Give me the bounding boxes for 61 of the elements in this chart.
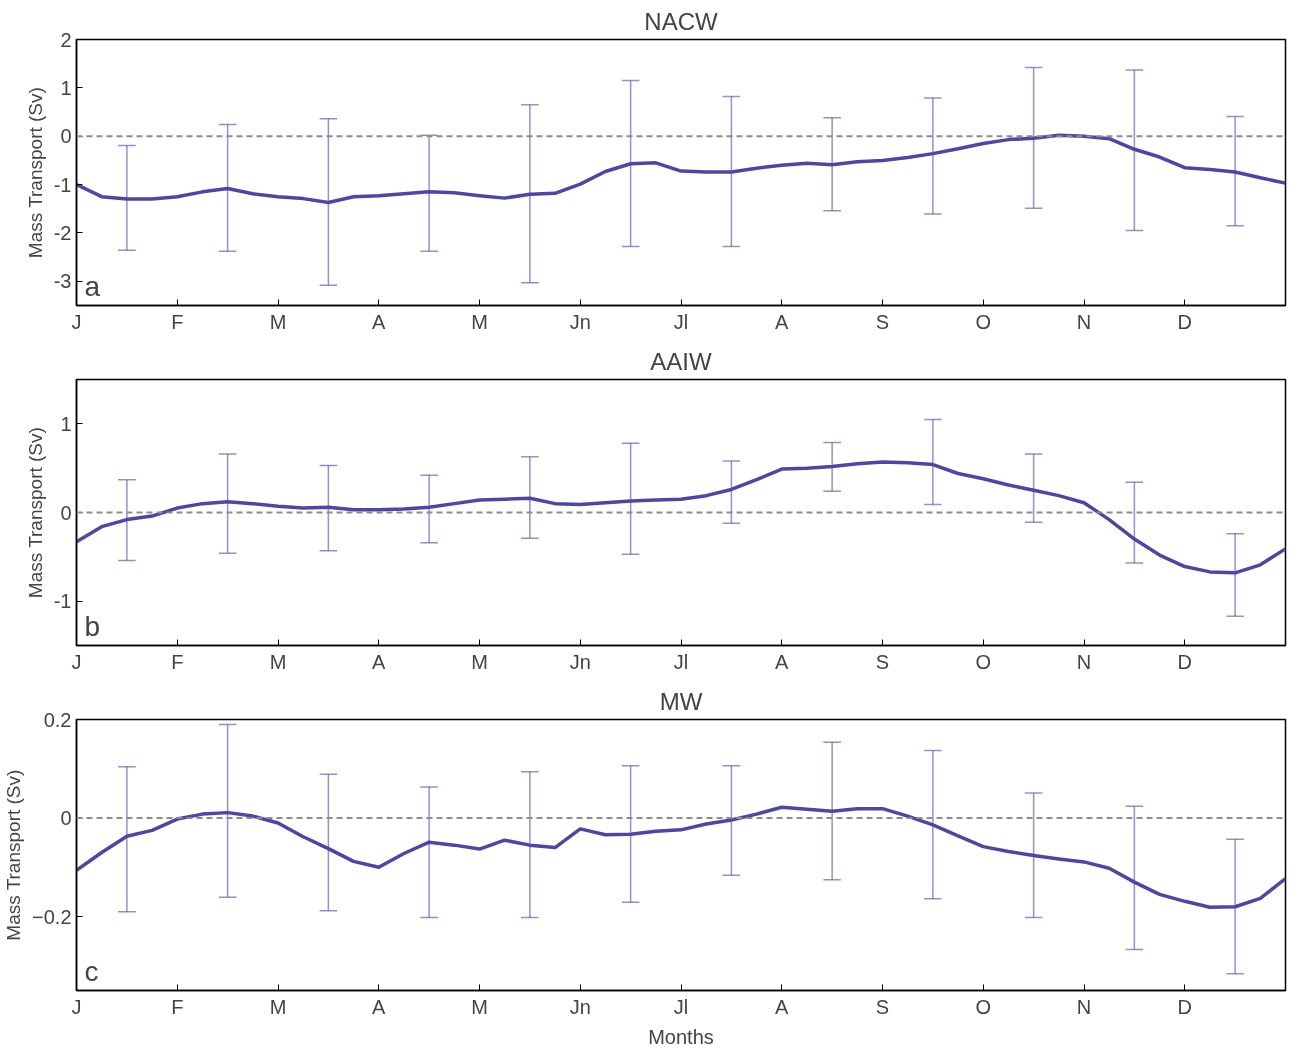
y-tick-label: 0.2 [43, 708, 72, 731]
line-series [76, 460, 1286, 575]
x-tick-label: O [975, 995, 992, 1018]
y-tick-label: 1 [60, 76, 72, 99]
x-tick-label: M [269, 310, 287, 333]
y-tick-label: −0.2 [32, 905, 72, 928]
chart-title: AAIW [650, 347, 713, 375]
x-tick-label: F [171, 995, 184, 1018]
x-tick-label: Jn [569, 650, 591, 673]
x-tick-label: M [269, 995, 287, 1018]
line-series [76, 805, 1286, 909]
y-tick-label: -1 [53, 590, 72, 613]
y-tick-label: -1 [53, 173, 72, 196]
x-tick-label: F [171, 650, 184, 673]
x-tick-label: S [875, 650, 890, 673]
y-axis-title: Mass Transport (Sv) [3, 769, 25, 941]
x-tick-label: D [1177, 310, 1192, 333]
y-tick-label: -3 [53, 270, 72, 293]
x-tick-label: A [372, 310, 387, 333]
x-tick-label: A [775, 650, 790, 673]
x-tick-label: A [372, 995, 387, 1018]
y-tick-label: 2 [60, 28, 72, 51]
x-tick-label: J [71, 995, 82, 1018]
y-axis-title: Mass Transport (Sv) [24, 87, 46, 259]
y-tick-label: -2 [53, 221, 72, 244]
chart-title: MW [659, 687, 703, 715]
x-tick-label: Jl [673, 650, 689, 673]
annotation: b [84, 610, 101, 642]
x-tick-label: Jn [569, 995, 591, 1018]
x-tick-label: F [171, 310, 184, 333]
x-tick-label: O [975, 310, 992, 333]
x-tick-label: S [875, 995, 890, 1018]
x-axis-title: Months [648, 1025, 714, 1048]
x-tick-label: M [471, 650, 488, 673]
x-tick-label: A [775, 310, 790, 333]
y-axis-title: Mass Transport (Sv) [24, 427, 46, 599]
y-tick-label: 0 [60, 125, 72, 148]
x-tick-label: M [471, 995, 488, 1018]
x-tick-label: S [875, 310, 890, 333]
x-tick-label: Jn [569, 310, 591, 333]
x-tick-label: J [71, 650, 82, 673]
x-tick-label: M [269, 650, 287, 673]
x-tick-label: A [372, 650, 387, 673]
annotation: a [84, 270, 101, 302]
x-tick-label: N [1076, 650, 1092, 673]
x-tick-label: O [975, 650, 992, 673]
x-tick-label: D [1177, 650, 1192, 673]
y-tick-label: 1 [60, 412, 72, 435]
x-tick-label: D [1177, 995, 1192, 1018]
y-tick-label: 0 [60, 807, 72, 830]
line-series [76, 133, 1286, 205]
x-tick-label: M [471, 310, 488, 333]
x-tick-label: N [1076, 310, 1092, 333]
x-tick-label: N [1076, 995, 1092, 1018]
x-tick-label: A [775, 995, 790, 1018]
chart-title: NACW [644, 7, 719, 35]
y-tick-label: 0 [60, 501, 72, 524]
x-tick-label: Jl [673, 995, 689, 1018]
x-tick-label: J [71, 310, 82, 333]
annotation: c [84, 955, 99, 987]
x-tick-label: Jl [673, 310, 689, 333]
